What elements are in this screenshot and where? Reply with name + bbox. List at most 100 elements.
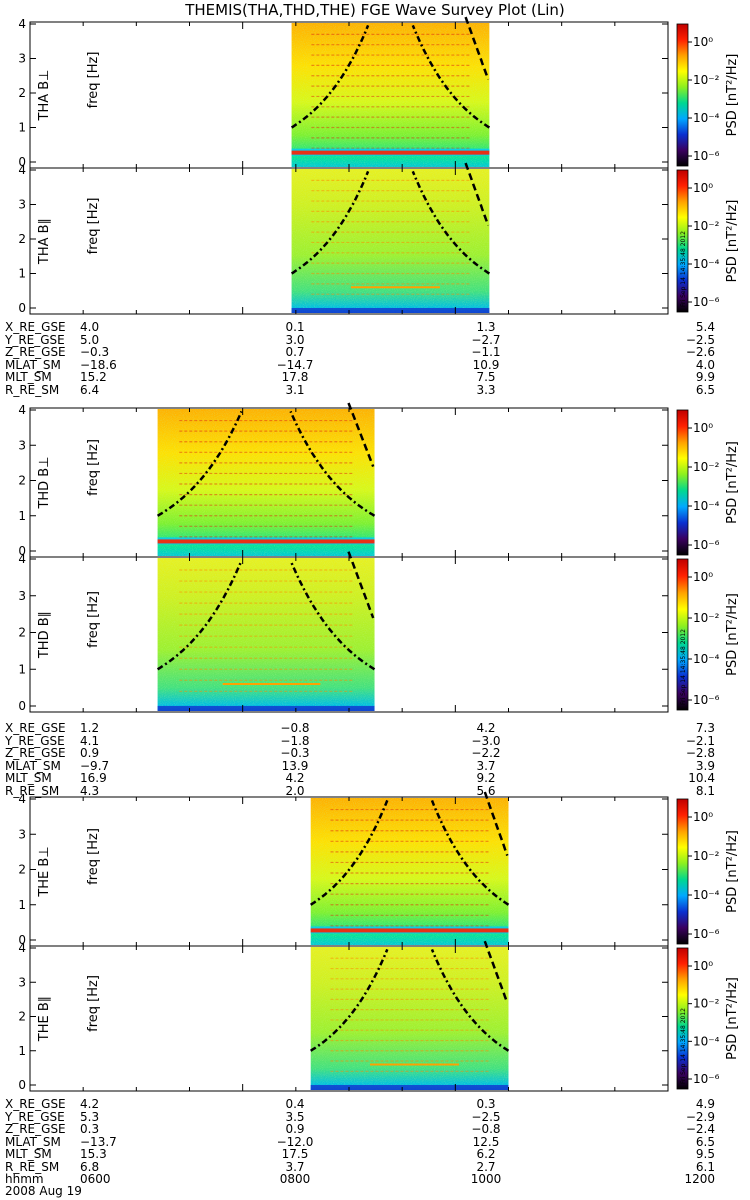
colorbar-tick-label: 10⁻⁶ (693, 538, 720, 552)
y-tick-label: 0 (18, 1078, 26, 1092)
ephemeris-value: 15.3 (80, 1147, 107, 1161)
y-tick-label: 1 (18, 1044, 26, 1058)
colorbar-tick-label: 10⁻⁴ (693, 888, 720, 902)
ephemeris-row-name: R_RE_SM (5, 1159, 60, 1174)
ephemeris-row-name: Z_RE_GSE (5, 746, 66, 760)
ephemeris-value: −18.6 (80, 357, 117, 372)
y-tick-label: 3 (18, 975, 26, 989)
gyro-curve-left (290, 24, 370, 129)
ephemeris-value: 10.4 (688, 771, 715, 785)
ephemeris-value: 6.2 (476, 1147, 496, 1161)
ephemeris-value: 3.3 (476, 382, 496, 397)
colorbar-tick-label: 10⁻⁴ (693, 111, 720, 125)
ephemeris-value: −13.7 (80, 1134, 117, 1149)
y-tick-label: 4 (18, 792, 26, 806)
ephemeris-value: 6.5 (695, 382, 715, 397)
y-tick-label: 0 (18, 933, 26, 947)
ephemeris-row-name: R_RE_SM (5, 783, 60, 798)
ephemeris-value: 3.9 (695, 758, 715, 773)
intense-band (291, 150, 490, 155)
y-tick-label: 4 (18, 552, 26, 566)
colorbar-tick-label: 10⁻⁶ (693, 927, 720, 941)
y-tick-label: 0 (18, 301, 26, 315)
ephemeris-value: 5.4 (695, 320, 715, 334)
ephemeris-value: 1.3 (476, 320, 496, 334)
ephemeris-value: 9.2 (476, 771, 496, 785)
ephemeris-value: 3.1 (285, 382, 305, 397)
spectrogram-panel-1: 0 1 2 3 4 THA B⊥ freq [Hz] 10⁰ 10⁻² 10⁻⁴ 10⁻⁶ PSD [… (18, 16, 740, 169)
intense-band (157, 539, 375, 544)
colorbar-tick-label: 10⁰ (693, 810, 713, 824)
panel-ylabel: freq [Hz] (86, 591, 101, 648)
ephemeris-value: −2.4 (685, 1122, 715, 1136)
y-tick-label: 2 (18, 626, 26, 640)
spectrogram-panel-4: 0 1 2 3 4 THD B∥ freq [Hz] 10⁰ 10⁻² 10⁻⁴ 10⁻⁶ PSD [… (18, 551, 740, 713)
y-tick-label: 2 (18, 232, 26, 246)
gyro-curve-right (430, 799, 510, 906)
ephemeris-value: 4.1 (80, 733, 100, 748)
panels-layer: 0 1 2 3 4 THA B⊥ freq [Hz] 10⁰ 10⁻² 10⁻⁴ 10⁻⁶ PSD [… (18, 16, 740, 1092)
colorbar-label: PSD [nT²/Hz] (725, 441, 740, 524)
spectrogram-speckle (310, 947, 509, 1090)
colorbar-gradient-rect (676, 23, 689, 167)
ephemeris-row-name: Z_RE_GSE (5, 345, 66, 359)
ephemeris-value: 2.7 (476, 1159, 496, 1174)
panel-ylabel: freq [Hz] (86, 975, 101, 1032)
ephemeris-row-name: R_RE_SM (5, 382, 60, 397)
ephemeris-value: 9.5 (695, 1147, 715, 1161)
colorbar: 10⁰ 10⁻² 10⁻⁴ 10⁻⁶ PSD [nT²/Hz] Fri Sep 14 14… (676, 169, 740, 313)
generation-stamp: Fri Sep 14 14:35:48 2012 (680, 1008, 687, 1084)
gyro-curve-left (290, 170, 370, 275)
colorbar-gradient-rect (676, 798, 689, 945)
gyro-curve-right (430, 948, 510, 1052)
gyro-curve-left (156, 560, 243, 671)
colorbar-tick-label: 10⁻⁴ (693, 652, 720, 666)
ephemeris-value: −2.8 (685, 746, 715, 760)
colorbar-tick-label: 10⁻² (693, 611, 720, 625)
ephemeris-value: 0.3 (476, 1097, 496, 1111)
ephemeris-value: 6.5 (695, 1134, 715, 1149)
panel-label: THD B∥ (37, 611, 52, 659)
ephemeris-value: 4.2 (285, 771, 305, 785)
colorbar-label: PSD [nT²/Hz] (725, 977, 740, 1060)
y-tick-label: 2 (18, 86, 26, 100)
generation-stamp: Fri Sep 14 14:35:48 2012 (680, 629, 687, 705)
ephemeris-value: −2.9 (685, 1109, 715, 1124)
gyro-curve-left (156, 410, 243, 517)
y-tick-label: 1 (18, 267, 26, 281)
colorbar-tick-label: 10⁻⁶ (693, 693, 720, 707)
ephemeris-value: 17.8 (281, 370, 309, 384)
panel-ylabel: freq [Hz] (86, 52, 101, 109)
y-tick-label: 1 (18, 898, 26, 912)
spectrogram-panel-6: 0 1 2 3 4 THE B∥ freq [Hz] 10⁰ 10⁻² 10⁻⁴ 10⁻⁶ PSD [… (18, 940, 740, 1092)
colorbar-label: PSD [nT²/Hz] (725, 54, 740, 137)
gyro-curve-dashed (347, 402, 375, 468)
colorbar: 10⁰ 10⁻² 10⁻⁴ 10⁻⁶ PSD [nT²/Hz] (676, 409, 740, 556)
time-axis-label: 1000 (470, 1172, 502, 1186)
ephemeris-value: 0.9 (80, 746, 100, 760)
ephemeris-value: 0.9 (285, 1122, 305, 1136)
ephemeris-value: 6.8 (80, 1159, 100, 1174)
ephemeris-value: 9.9 (695, 370, 715, 384)
ephemeris-value: 8.1 (695, 783, 715, 798)
ephemeris-row-name: MLT_SM (5, 1147, 52, 1161)
ephemeris-value: −0.3 (280, 746, 310, 760)
ephemeris-row-name: MLAT_SM (5, 357, 61, 372)
ephemeris-value: 0.3 (80, 1122, 100, 1136)
panel-ylabel: freq [Hz] (86, 439, 101, 496)
ephemeris-value: −2.2 (471, 746, 501, 760)
ephemeris-row-name: Y_RE_GSE (5, 1109, 65, 1124)
ephemeris-value: 4.3 (80, 783, 100, 798)
ephemeris-value: 7.3 (695, 721, 715, 735)
panel-label: THE B∥ (37, 996, 52, 1042)
date-label: 2008 Aug 19 (5, 1184, 82, 1198)
colorbar-tick-label: 10⁻² (693, 849, 720, 863)
ephemeris-value: 5.0 (80, 332, 100, 347)
colorbar-tick-label: 10⁰ (693, 421, 713, 435)
colorbar-tick-label: 10⁻⁶ (693, 1072, 720, 1086)
gyro-curve-right (289, 560, 376, 671)
ephemeris-row-name: MLAT_SM (5, 1134, 61, 1149)
colorbar: 10⁰ 10⁻² 10⁻⁴ 10⁻⁶ PSD [nT²/Hz] Fri Sep 14 14… (676, 947, 740, 1090)
y-tick-label: 2 (18, 474, 26, 488)
ephemeris-value: 4.0 (80, 320, 100, 334)
